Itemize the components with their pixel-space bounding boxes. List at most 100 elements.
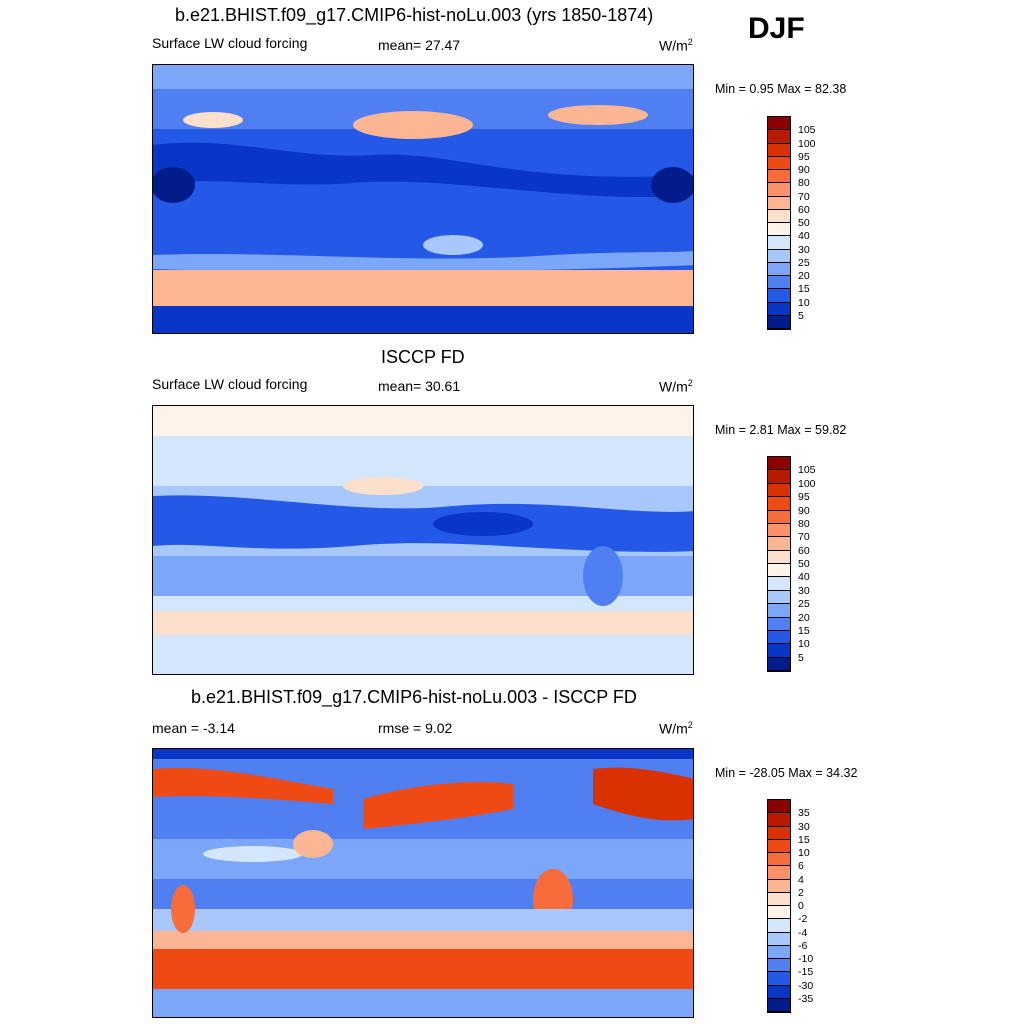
- units-label: W/m2: [659, 720, 693, 737]
- colorbar-swatch: [768, 617, 790, 631]
- colorbar-label: 10: [798, 846, 810, 859]
- colorbar-label: 25: [798, 597, 810, 610]
- colorbar-swatch: [768, 866, 790, 880]
- field-label: Surface LW cloud forcing: [152, 35, 308, 51]
- colorbar-swatch: [768, 143, 790, 157]
- colorbar-swatch: [768, 644, 790, 658]
- colorbar-label: 30: [798, 584, 810, 597]
- field-label: Surface LW cloud forcing: [152, 376, 308, 392]
- rmse-label: rmse = 9.02: [378, 720, 453, 736]
- colorbar-label: 10: [798, 296, 810, 309]
- colorbar-swatch: [768, 853, 790, 867]
- panel-title: b.e21.BHIST.f09_g17.CMIP6-hist-noLu.003 …: [175, 5, 654, 25]
- colorbar: 105 100 95 90 80 70 60 50 40 30 25 20 15 10 5: [767, 456, 816, 672]
- colorbar-label: 0: [798, 899, 804, 912]
- colorbar-label: 105: [798, 464, 816, 477]
- units-label: W/m2: [659, 378, 693, 395]
- colorbar-swatch: [768, 289, 790, 303]
- colorbar-label: 15: [798, 283, 810, 295]
- colorbar-swatch: [768, 196, 790, 210]
- colorbar-swatch: [768, 510, 790, 524]
- mean-label: mean= 30.61: [378, 378, 461, 394]
- colorbar-label: 70: [798, 190, 810, 203]
- colorbar-label: 20: [798, 611, 810, 624]
- colorbar-swatch: [768, 470, 790, 484]
- colorbar-swatch: [768, 985, 790, 999]
- colorbar-swatch: [768, 564, 790, 578]
- colorbar-label: 95: [798, 150, 810, 163]
- colorbar-label: 6: [798, 860, 804, 872]
- colorbar-swatch: [768, 483, 790, 498]
- season-label: DJF: [748, 12, 805, 45]
- colorbar-swatch: [768, 604, 790, 618]
- colorbar-swatch: [768, 550, 790, 564]
- colorbar-label: 90: [798, 504, 810, 517]
- map-model: [152, 64, 694, 334]
- colorbar-swatch: [768, 657, 790, 671]
- colorbar-label: -35: [798, 992, 814, 1005]
- colorbar-swatch: [768, 183, 790, 197]
- colorbar-swatch: [768, 932, 790, 946]
- colorbar-label: 60: [798, 544, 810, 557]
- colorbar-swatch: [768, 577, 790, 591]
- units-label: W/m2: [659, 37, 693, 54]
- map-observations: [152, 405, 694, 675]
- colorbar-swatch: [768, 892, 790, 906]
- panel-title: ISCCP FD: [381, 347, 465, 367]
- map-difference: [152, 748, 694, 1018]
- colorbar-label: 105: [798, 124, 816, 136]
- colorbar-label: 30: [798, 243, 810, 256]
- colorbar-label: 95: [798, 490, 810, 503]
- colorbar-swatch: [768, 249, 790, 263]
- colorbar-label: 40: [798, 230, 810, 242]
- colorbar-label: 100: [798, 477, 816, 490]
- colorbar-label: 4: [798, 873, 804, 886]
- min-max-label: Min = -28.05 Max = 34.32: [715, 766, 858, 780]
- colorbar-swatch: [768, 523, 790, 538]
- colorbar-label: -4: [798, 926, 808, 939]
- colorbar-swatch: [768, 170, 790, 184]
- colorbar-label: 20: [798, 269, 810, 282]
- colorbar-swatch: [768, 302, 790, 316]
- colorbar-label: 70: [798, 531, 810, 543]
- colorbar-label: 100: [798, 137, 816, 150]
- colorbar-swatch: [768, 315, 790, 329]
- colorbar-label: 15: [798, 624, 810, 637]
- colorbar-swatch: [768, 537, 790, 551]
- colorbar-swatch: [768, 800, 790, 814]
- colorbar-label: 50: [798, 216, 810, 229]
- colorbar-label: -2: [798, 913, 808, 925]
- colorbar-label: 30: [798, 820, 810, 833]
- colorbar-swatch: [768, 959, 790, 973]
- colorbar-label: 5: [798, 309, 804, 322]
- colorbar-label: 15: [798, 833, 810, 846]
- colorbar-label: 80: [798, 177, 810, 189]
- colorbar-swatch: [768, 497, 790, 511]
- colorbar-swatch: [768, 457, 790, 471]
- colorbar: 105 100 95 90 80 70 60 50 40 30 25 20 15 10 5: [767, 116, 816, 330]
- colorbar: 35 30 15 10 6 4 2 0 -2 -4 -6 -10 -15 -30 -35: [767, 799, 813, 1013]
- mean-label: mean= 27.47: [378, 37, 461, 53]
- colorbar-swatch: [768, 998, 790, 1012]
- colorbar-swatch: [768, 945, 790, 959]
- colorbar-swatch: [768, 813, 790, 827]
- colorbar-swatch: [768, 879, 790, 893]
- panel-title: b.e21.BHIST.f09_g17.CMIP6-hist-noLu.003 …: [191, 687, 637, 707]
- colorbar-label: 2: [798, 886, 804, 899]
- mean-label: mean = -3.14: [152, 720, 235, 736]
- colorbar-label: 60: [798, 203, 810, 216]
- colorbar-swatch: [768, 590, 790, 605]
- colorbar-swatch: [768, 236, 790, 250]
- colorbar-swatch: [768, 130, 790, 144]
- colorbar-label: 25: [798, 256, 810, 269]
- colorbar-label: 35: [798, 807, 810, 819]
- colorbar-swatch: [768, 223, 790, 237]
- colorbar-swatch: [768, 156, 790, 170]
- colorbar-label: 10: [798, 638, 810, 650]
- colorbar-swatch: [768, 826, 790, 840]
- colorbar-label: 40: [798, 571, 810, 584]
- colorbar-label: -30: [798, 979, 814, 992]
- colorbar-swatch: [768, 839, 790, 853]
- colorbar-label: -15: [798, 966, 814, 978]
- colorbar-swatch: [768, 117, 790, 131]
